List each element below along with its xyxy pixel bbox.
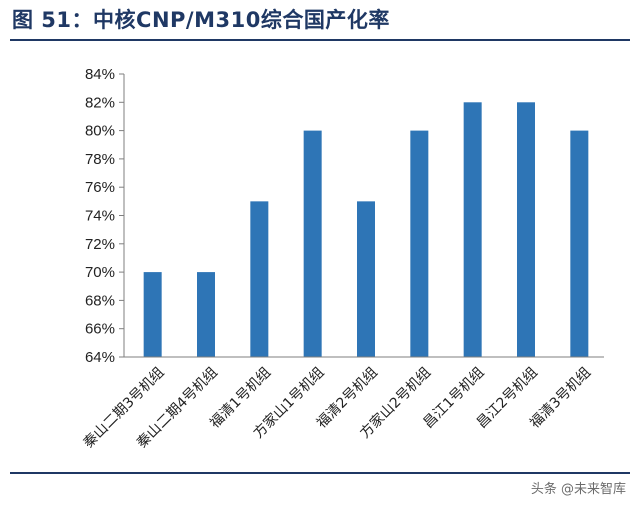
- watermark-text: 头条 @未来智库: [530, 482, 626, 497]
- bar-chart: 64% 66% 68% 70% 72% 74% 76% 78% 80% 82% 84% 秦山二期3号…: [81, 66, 604, 451]
- bar: [143, 272, 162, 357]
- bar: [197, 272, 215, 357]
- title-divider: [10, 39, 630, 41]
- page-title: 图 51：中核CNP/M310综合国产化率: [12, 8, 390, 32]
- bar: [463, 102, 482, 357]
- y-tick-label: 66%: [85, 321, 115, 338]
- bar: [570, 130, 589, 357]
- y-tick-label: 68%: [85, 292, 115, 309]
- y-tick-label: 76%: [85, 179, 115, 196]
- bars: [143, 102, 589, 357]
- x-axis: 秦山二期3号机组秦山二期4号机组福清1号机组方家山1号机组福清2号机组方家山2号…: [81, 356, 604, 451]
- bar: [303, 130, 322, 357]
- y-tick-label: 64%: [85, 349, 115, 366]
- y-tick-label: 74%: [85, 208, 115, 225]
- bar: [357, 201, 375, 357]
- y-tick-label: 70%: [85, 264, 115, 281]
- y-tick-label: 80%: [85, 123, 115, 140]
- y-tick-label: 78%: [85, 151, 115, 168]
- y-tick-label: 82%: [85, 94, 115, 111]
- footer-divider: [10, 472, 630, 474]
- bar: [410, 130, 429, 357]
- bar: [517, 102, 535, 357]
- y-axis: 64% 66% 68% 70% 72% 74% 76% 78% 80% 82% 84%: [85, 66, 125, 366]
- bar: [250, 201, 269, 357]
- y-tick-label: 84%: [85, 66, 115, 83]
- y-tick-label: 72%: [85, 236, 115, 253]
